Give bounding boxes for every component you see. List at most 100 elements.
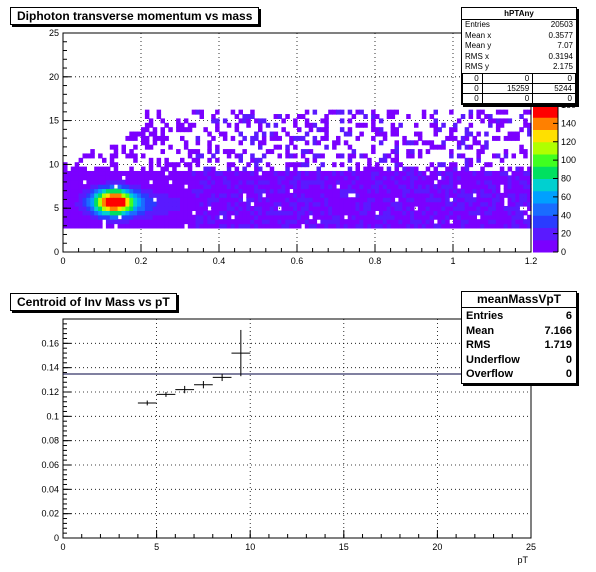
heatmap-cell — [320, 219, 325, 225]
overflow-cell: 0 — [462, 82, 483, 94]
heatmap-cell — [289, 179, 294, 185]
heatmap-cell — [359, 170, 364, 176]
heatmap-cell — [394, 170, 399, 176]
stats-row: Mean 7.166 — [466, 324, 572, 339]
heatmap-cell — [98, 197, 103, 203]
heatmap-cell — [125, 170, 130, 176]
heatmap-cell — [429, 206, 435, 211]
heatmap-cell — [449, 188, 454, 194]
heatmap-cell — [410, 149, 415, 155]
heatmap-cell — [484, 188, 489, 194]
heatmap-cell — [78, 157, 84, 163]
x-tick-label: 15 — [339, 542, 349, 552]
heatmap-cell — [242, 214, 247, 220]
heatmap-cell — [394, 144, 399, 150]
heatmap-cell — [109, 144, 115, 150]
heatmap-cell — [515, 166, 520, 172]
stats-label: Overflow — [466, 368, 514, 380]
heatmap-cell — [523, 197, 528, 203]
stats-value: 0 — [565, 368, 572, 380]
heatmap-cell — [289, 210, 294, 216]
heatmap-cell — [367, 197, 372, 203]
heatmap-cell — [468, 201, 474, 207]
heatmap-cell — [297, 223, 302, 229]
heatmap-cell — [199, 197, 204, 203]
heatmap-cell — [234, 184, 240, 190]
heatmap-cell — [222, 135, 228, 141]
heatmap-cell — [433, 127, 438, 133]
heatmap-cell — [70, 223, 76, 229]
heatmap-cell — [449, 223, 454, 229]
heatmap-cell — [367, 201, 372, 207]
heatmap-cell — [386, 197, 392, 203]
heatmap-cell — [144, 214, 150, 220]
heatmap-cell — [499, 170, 505, 176]
heatmap-cell — [78, 170, 84, 176]
heatmap-cell — [152, 170, 158, 176]
heatmap-cell — [222, 118, 228, 124]
heatmap-cell — [453, 179, 458, 185]
heatmap-cell — [316, 197, 321, 203]
heatmap-cell — [176, 223, 181, 229]
heatmap-cell — [332, 192, 337, 198]
heatmap-cell — [410, 170, 415, 176]
heatmap-cell — [363, 166, 368, 172]
heatmap-cell — [86, 210, 91, 216]
heatmap-cell — [285, 175, 290, 181]
heatmap-cell — [421, 210, 427, 216]
heatmap-cell — [261, 140, 267, 146]
heatmap-cell — [449, 170, 454, 176]
heatmap-cell — [105, 210, 111, 216]
heatmap-cell — [453, 166, 458, 172]
heatmap-cell — [265, 219, 271, 225]
heatmap-cell — [113, 201, 119, 207]
heatmap-cell — [180, 122, 185, 128]
x-tick-label: 25 — [526, 542, 536, 552]
heatmap-cell — [414, 214, 419, 220]
heatmap-cell — [386, 188, 392, 194]
heatmap-cell — [297, 170, 302, 176]
heatmap-cell — [359, 153, 364, 159]
heatmap-cell — [468, 210, 474, 216]
stats-label: RMS y — [465, 62, 489, 71]
heatmap-cell — [527, 184, 532, 190]
heatmap-cell — [160, 219, 165, 225]
heatmap-cell — [332, 219, 337, 225]
heatmap-cell — [102, 188, 107, 194]
heatmap-cell — [343, 188, 349, 194]
heatmap-cell — [456, 223, 462, 229]
heatmap-cell — [141, 179, 146, 185]
heatmap-cell — [156, 192, 162, 198]
heatmap-cell — [320, 162, 325, 168]
heatmap-cell — [367, 219, 372, 225]
heatmap-cell — [464, 197, 470, 203]
heatmap-cell — [269, 131, 275, 137]
heatmap-cell — [117, 170, 123, 176]
heatmap-cell — [152, 184, 158, 190]
heatmap-cell — [449, 166, 454, 172]
heatmap-cell — [410, 175, 415, 181]
heatmap-cell — [191, 214, 197, 220]
heatmap-cell — [433, 206, 438, 211]
heatmap-cell — [129, 184, 134, 190]
heatmap-cell — [398, 192, 403, 198]
heatmap-cell — [332, 201, 337, 207]
heatmap-cell — [324, 122, 329, 128]
heatmap-cell — [129, 179, 134, 185]
heatmap-cell — [382, 157, 388, 163]
x-tick-label: 10 — [245, 542, 255, 552]
heatmap-cell — [339, 179, 345, 185]
heatmap-cell — [347, 175, 353, 181]
heatmap-cell — [421, 219, 427, 225]
heatmap-cell — [523, 149, 528, 155]
heatmap-cell — [406, 153, 411, 159]
heatmap-cell — [160, 210, 165, 216]
heatmap-cell — [137, 179, 142, 185]
heatmap-cell — [300, 197, 306, 203]
heatmap-cell — [507, 192, 513, 198]
heatmap-cell — [515, 188, 520, 194]
heatmap-cell — [300, 162, 306, 168]
heatmap-cell — [242, 118, 247, 124]
heatmap-cell — [316, 188, 321, 194]
heatmap-cell — [456, 210, 462, 216]
